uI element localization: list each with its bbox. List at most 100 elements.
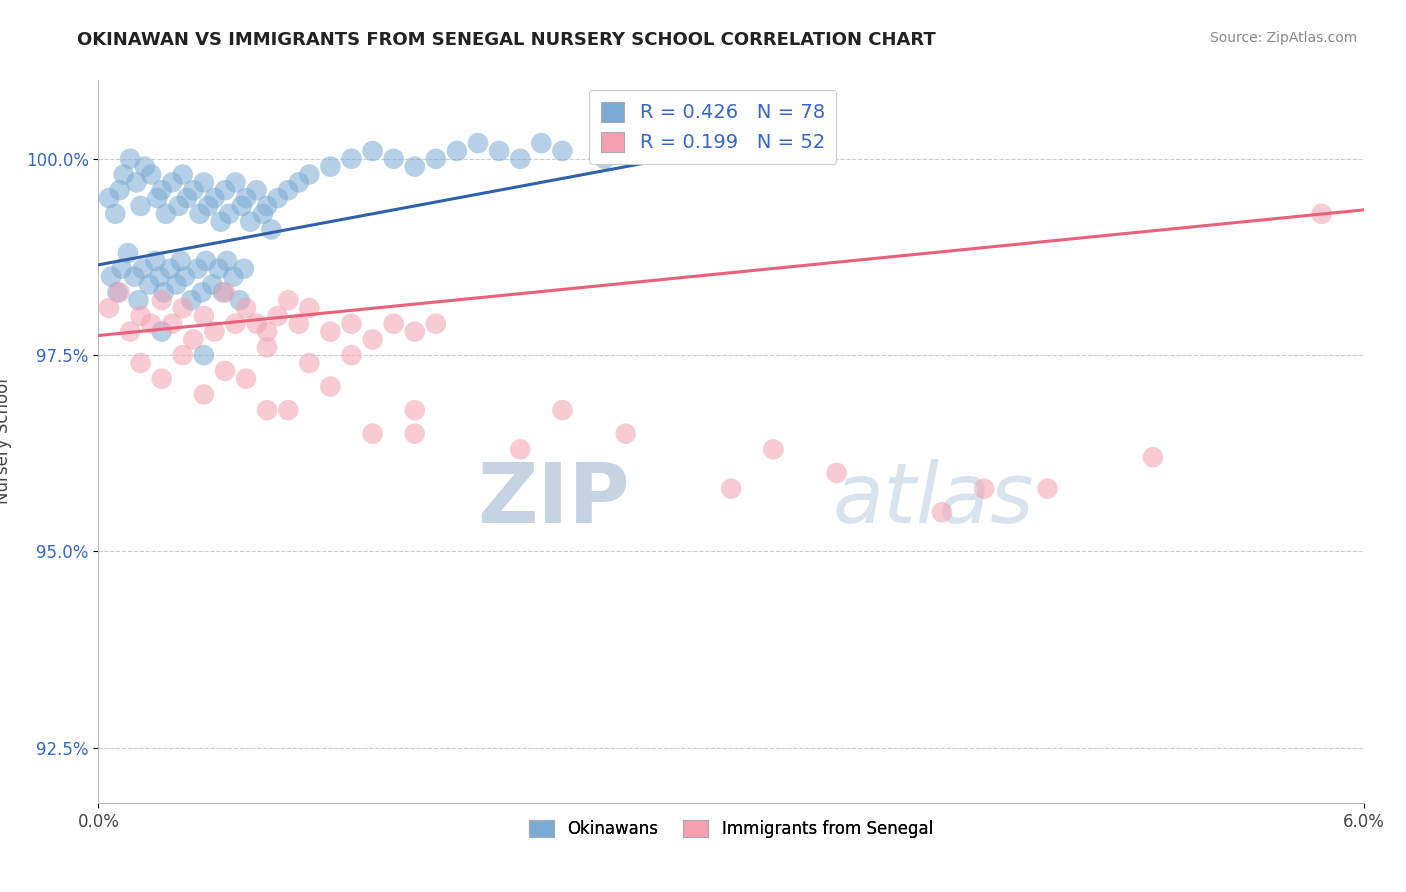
Point <box>931 505 953 519</box>
Point <box>217 254 239 268</box>
Point <box>267 309 290 323</box>
Point <box>1310 207 1333 221</box>
Point <box>298 356 321 370</box>
Point <box>146 191 169 205</box>
Point <box>488 144 510 158</box>
Point <box>150 372 173 386</box>
Point <box>129 199 152 213</box>
Point <box>167 199 190 213</box>
Point <box>267 191 290 205</box>
Point <box>197 199 219 213</box>
Point <box>231 199 253 213</box>
Point <box>404 325 426 339</box>
Point <box>256 340 278 354</box>
Point <box>246 317 269 331</box>
Point <box>153 285 174 300</box>
Point <box>530 136 553 150</box>
Point <box>235 301 257 315</box>
Point <box>214 364 236 378</box>
Point <box>404 160 426 174</box>
Point <box>425 152 447 166</box>
Point <box>194 254 217 268</box>
Legend: Okinawans, Immigrants from Senegal: Okinawans, Immigrants from Senegal <box>523 814 939 845</box>
Point <box>1036 482 1059 496</box>
Text: Source: ZipAtlas.com: Source: ZipAtlas.com <box>1209 31 1357 45</box>
Point <box>108 183 131 197</box>
Point <box>124 269 146 284</box>
Point <box>382 152 405 166</box>
Point <box>107 285 129 300</box>
Text: OKINAWAN VS IMMIGRANTS FROM SENEGAL NURSERY SCHOOL CORRELATION CHART: OKINAWAN VS IMMIGRANTS FROM SENEGAL NURS… <box>77 31 936 49</box>
Point <box>211 285 233 300</box>
Point <box>111 261 132 276</box>
Point <box>193 348 215 362</box>
Point <box>319 379 342 393</box>
Point <box>222 269 245 284</box>
Text: ZIP: ZIP <box>478 458 630 540</box>
Point <box>228 293 252 308</box>
Point <box>509 442 531 457</box>
Point <box>176 191 198 205</box>
Point <box>252 207 274 221</box>
Point <box>298 301 321 315</box>
Point <box>117 246 139 260</box>
Y-axis label: Nursery School: Nursery School <box>0 378 11 505</box>
Point <box>467 136 489 150</box>
Point <box>169 254 191 268</box>
Point <box>150 325 173 339</box>
Point <box>404 426 426 441</box>
Point <box>214 183 236 197</box>
Point <box>180 293 202 308</box>
Point <box>287 175 309 189</box>
Point <box>183 183 205 197</box>
Point <box>120 325 141 339</box>
Point <box>361 426 384 441</box>
Point <box>208 261 231 276</box>
Point <box>172 301 194 315</box>
Point <box>98 301 121 315</box>
Point <box>191 285 214 300</box>
Point <box>593 152 616 166</box>
Point <box>425 317 447 331</box>
Point <box>340 348 363 362</box>
Point <box>246 183 269 197</box>
Point <box>172 348 194 362</box>
Point <box>204 191 226 205</box>
Point <box>218 207 240 221</box>
Point <box>129 356 152 370</box>
Point <box>204 325 226 339</box>
Point <box>614 426 637 441</box>
Point <box>256 325 278 339</box>
Point <box>141 168 163 182</box>
Point <box>193 309 215 323</box>
Point <box>155 207 177 221</box>
Text: atlas: atlas <box>832 458 1033 540</box>
Point <box>166 277 188 292</box>
Point <box>277 403 299 417</box>
Point <box>404 403 426 417</box>
Point <box>193 387 215 401</box>
Point <box>172 168 194 182</box>
Point <box>298 168 321 182</box>
Point <box>340 152 363 166</box>
Point <box>183 333 205 347</box>
Point <box>762 442 785 457</box>
Point <box>319 160 342 174</box>
Point <box>120 152 141 166</box>
Point <box>141 317 163 331</box>
Point <box>100 269 122 284</box>
Point <box>112 168 135 182</box>
Point <box>720 482 742 496</box>
Point <box>162 317 183 331</box>
Point <box>239 214 262 228</box>
Point <box>214 285 236 300</box>
Point <box>319 325 342 339</box>
Point <box>361 333 384 347</box>
Point <box>159 261 181 276</box>
Point <box>340 317 363 331</box>
Point <box>125 175 148 189</box>
Point <box>145 254 166 268</box>
Point <box>209 214 232 228</box>
Point <box>636 136 658 150</box>
Point <box>128 293 150 308</box>
